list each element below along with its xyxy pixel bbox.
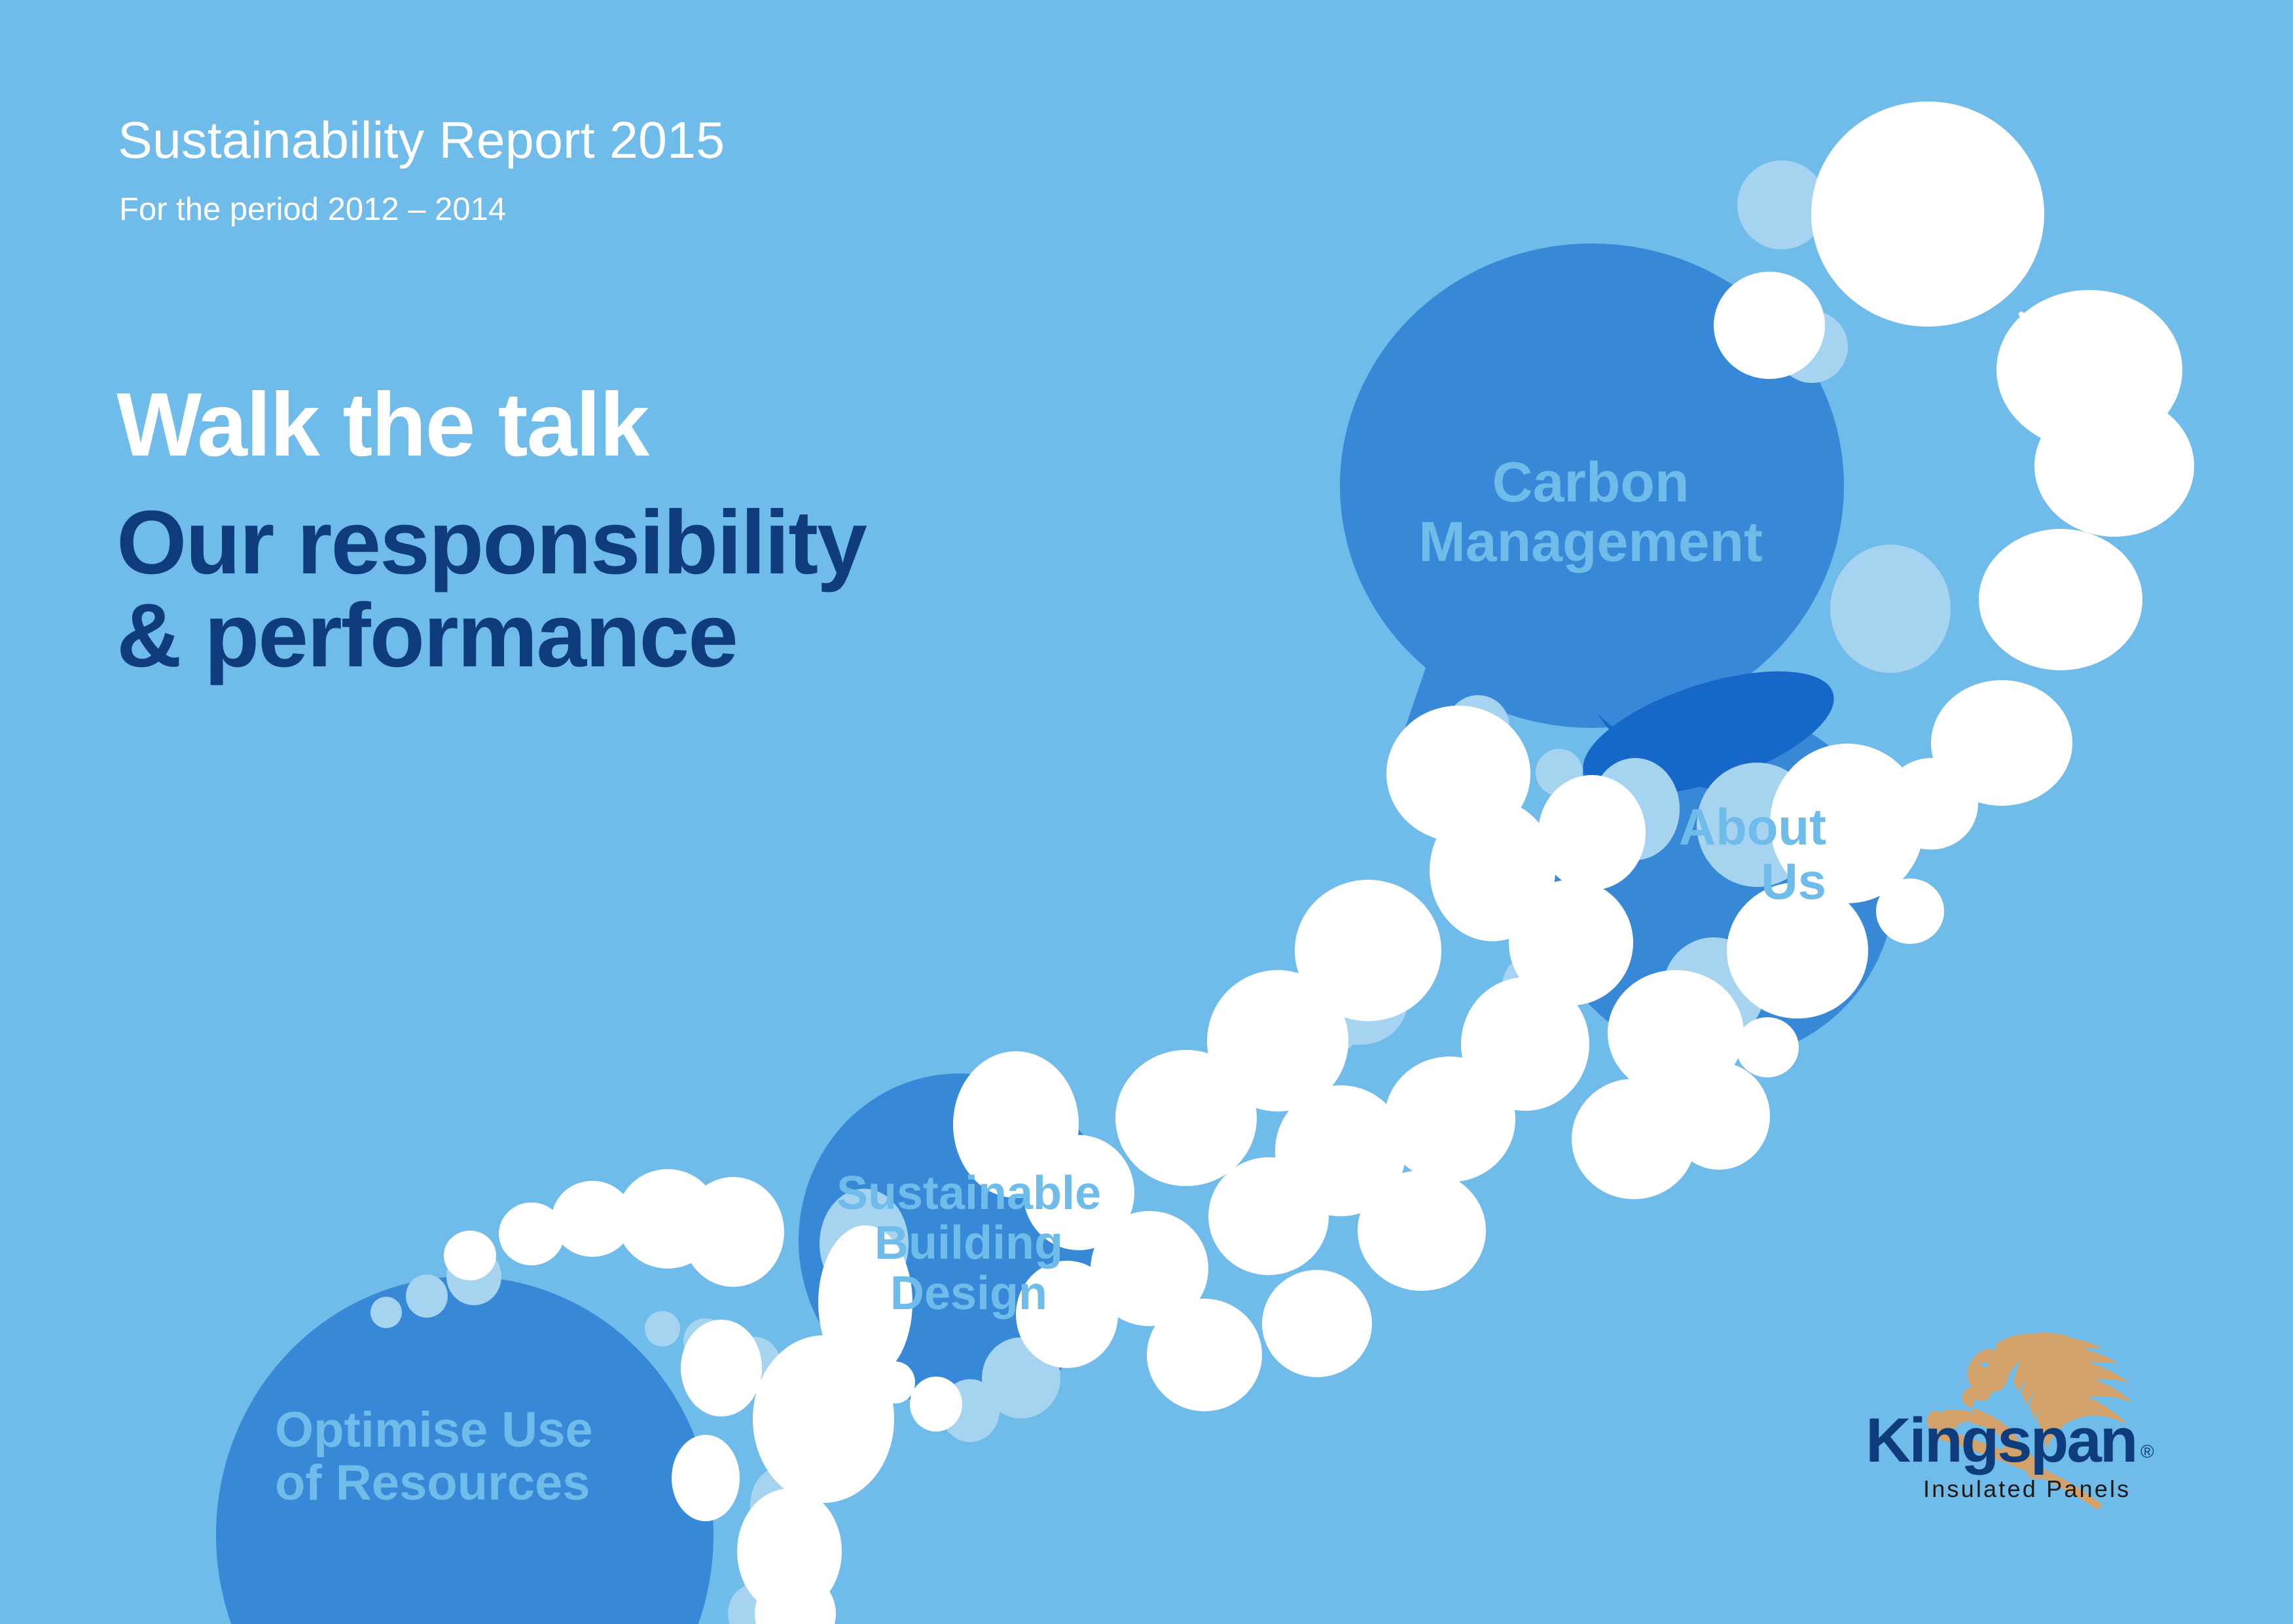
logo-registered-mark: ® [2140,1441,2154,1462]
logo-wordmark: Kingspan [1866,1405,2136,1475]
page-headline: Walk the talk Our responsibility & perfo… [117,374,867,686]
sbd-label-line-2: Building [875,1217,1063,1270]
bubble-label-sustainable-building-design[interactable]: Sustainable Building Design [746,1168,1191,1318]
optimise-label-line-2: of Resources [275,1454,590,1511]
kingspan-logo[interactable]: Kingspan ® Insulated Panels [1858,1312,2165,1515]
bubble-label-carbon-management[interactable]: Carbon Management [1381,451,1800,574]
kingspan-logo-svg: Kingspan ® Insulated Panels [1866,1333,2154,1510]
bubble-label-about-us[interactable]: About Us [1460,800,1826,908]
bubble-optimise-use-of-resources [216,1276,713,1624]
logo-tagline: Insulated Panels [1923,1475,2131,1502]
bubble-label-optimise-use-of-resources[interactable]: Optimise Use of Resources [275,1402,746,1511]
lion-icon [1927,1333,2133,1510]
report-period: For the period 2012 – 2014 [119,192,507,227]
sbd-label-line-1: Sustainable [836,1167,1102,1219]
about-label-line-1: About [1678,798,1826,856]
headline-line-2: Our responsibility [117,492,867,593]
carbon-label-line-2: Management [1418,511,1763,574]
headline-line-1: Walk the talk [117,374,649,475]
report-title: Sustainability Report 2015 [118,111,725,169]
white-bubble-chain [444,101,2194,1624]
headline-line-3: & performance [117,585,738,686]
optimise-label-line-1: Optimise Use [275,1402,593,1458]
sbd-label-line-3: Design [890,1267,1048,1320]
about-label-line-2: Us [1761,852,1826,910]
carbon-label-line-1: Carbon [1492,451,1689,514]
